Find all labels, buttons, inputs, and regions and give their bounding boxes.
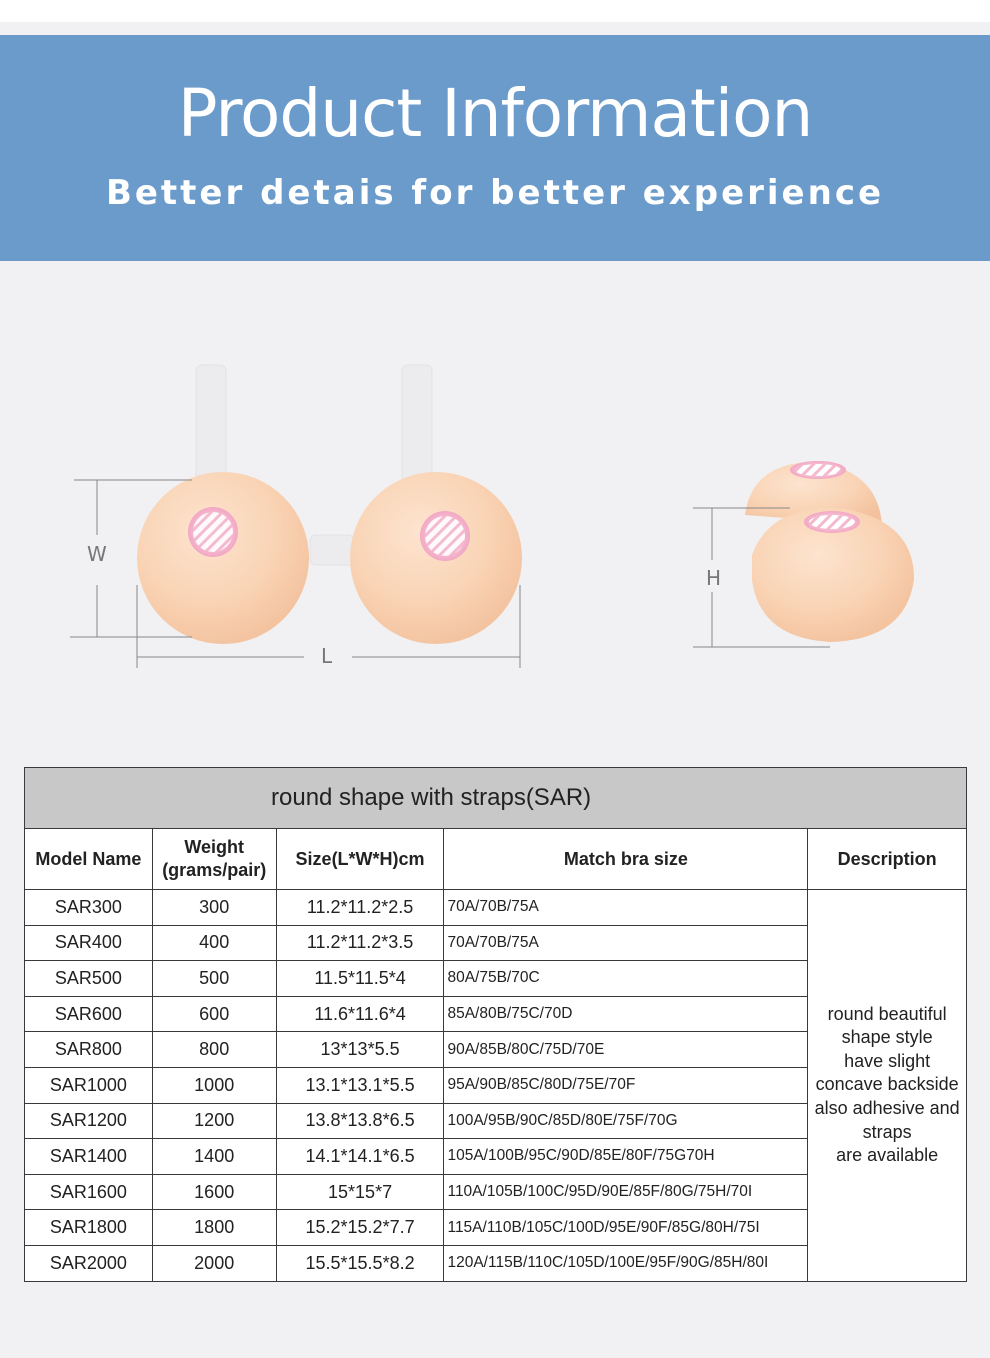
cell-bra-size: 80A/75B/70C — [443, 960, 809, 997]
cell-model: SAR1400 — [24, 1138, 153, 1175]
cell-bra-size: 110A/105B/100C/95D/90E/85F/80G/75H/70I — [443, 1173, 809, 1211]
side-view-forms — [745, 461, 915, 642]
length-label: L — [321, 644, 333, 668]
cell-size: 11.6*11.6*4 — [275, 995, 445, 1033]
cell-weight: 1400 — [151, 1138, 277, 1175]
cell-bra-size: 115A/110B/105C/100D/95E/90F/85G/80H/75I — [443, 1209, 809, 1246]
cell-weight: 1600 — [151, 1173, 277, 1211]
table-row: SAR600 600 11.6*11.6*4 85A/80B/75C/70D — [24, 995, 967, 1033]
cell-model: SAR2000 — [24, 1244, 153, 1282]
cell-weight: 1200 — [151, 1102, 277, 1140]
table-row: SAR300 300 11.2*11.2*2.5 70A/70B/75A round b… — [24, 889, 967, 1282]
cell-weight: 400 — [151, 924, 277, 962]
width-label: W — [87, 542, 107, 566]
spec-table: round shape with straps(SAR) Model Name … — [24, 767, 967, 1282]
front-view-forms — [137, 472, 522, 644]
cell-weight: 1000 — [151, 1066, 277, 1104]
cell-model: SAR800 — [24, 1031, 153, 1068]
banner-subtitle: Better detais for better experience — [105, 173, 885, 213]
description-line: concave backside — [815, 1074, 959, 1095]
description-line: are available — [836, 1145, 939, 1166]
length-dimension — [136, 585, 521, 668]
cell-weight: 2000 — [151, 1244, 277, 1282]
description-line: straps — [862, 1121, 912, 1142]
table-row: SAR1800 1800 15.2*15.2*7.7 115A/110B/105C/1… — [24, 1209, 967, 1246]
header-description: Description — [807, 828, 967, 890]
header-model: Model Name — [24, 828, 153, 890]
table-row: SAR1600 1600 15*15*7 110A/105B/100C/95D/90E… — [24, 1173, 967, 1211]
cell-weight: 800 — [151, 1031, 277, 1068]
cell-model: SAR600 — [24, 995, 153, 1033]
cell-model: SAR1200 — [24, 1102, 153, 1140]
cell-weight: 300 — [151, 889, 277, 926]
table-row: SAR1200 1200 13.8*13.8*6.5 100A/95B/90C/85D… — [24, 1102, 967, 1140]
cell-size: 15.2*15.2*7.7 — [275, 1209, 445, 1246]
cell-bra-size: 100A/95B/90C/85D/80E/75F/70G — [443, 1102, 809, 1140]
cell-size: 13.1*13.1*5.5 — [275, 1066, 445, 1104]
description-line: round beautiful — [827, 1003, 947, 1024]
cell-description: round beautiful shape style have slight con… — [807, 889, 967, 1282]
cell-model: SAR400 — [24, 924, 153, 962]
header-weight: Weight (grams/pair) — [151, 828, 277, 890]
cell-size: 14.1*14.1*6.5 — [275, 1138, 445, 1175]
height-label: H — [706, 566, 722, 590]
cell-bra-size: 70A/70B/75A — [443, 889, 809, 926]
cell-bra-size: 120A/115B/110C/105D/100E/95F/90G/85H/80I — [443, 1244, 809, 1282]
cell-size: 11.2*11.2*3.5 — [275, 924, 445, 962]
cell-weight: 500 — [151, 960, 277, 997]
cell-bra-size: 95A/90B/85C/80D/75E/70F — [443, 1066, 809, 1104]
table-row: SAR400 400 11.2*11.2*3.5 70A/70B/75A — [24, 924, 967, 962]
cell-size: 13*13*5.5 — [275, 1031, 445, 1068]
cell-model: SAR1000 — [24, 1066, 153, 1104]
table-caption-row: round shape with straps(SAR) — [24, 767, 967, 829]
cell-bra-size: 85A/80B/75C/70D — [443, 995, 809, 1033]
header-weight-line1: Weight — [184, 837, 245, 857]
cell-size: 15*15*7 — [275, 1173, 445, 1211]
cell-size: 11.2*11.2*2.5 — [275, 889, 445, 926]
header-weight-line2: (grams/pair) — [162, 860, 267, 880]
cell-model: SAR1800 — [24, 1209, 153, 1246]
cell-weight: 1800 — [151, 1209, 277, 1246]
cell-size: 15.5*15.5*8.2 — [275, 1244, 445, 1282]
table-header-row: Model Name Weight (grams/pair) Size(L*W*… — [24, 828, 967, 890]
banner-title: Product Information — [177, 75, 814, 152]
product-dimension-diagram — [70, 364, 915, 668]
header-size: Size(L*W*H)cm — [275, 828, 445, 890]
table-row: SAR1400 1400 14.1*14.1*6.5 105A/100B/95C/90… — [24, 1138, 967, 1175]
description-line: also adhesive and — [814, 1098, 960, 1119]
top-strip — [0, 0, 990, 22]
table-row: SAR500 500 11.5*11.5*4 80A/75B/70C — [24, 960, 967, 997]
table-row: SAR1000 1000 13.1*13.1*5.5 95A/90B/85C/80D/… — [24, 1066, 967, 1104]
header-bra: Match bra size — [443, 828, 809, 890]
cell-bra-size: 90A/85B/80C/75D/70E — [443, 1031, 809, 1068]
cell-model: SAR500 — [24, 960, 153, 997]
description-line: shape style — [841, 1027, 933, 1048]
cell-size: 13.8*13.8*6.5 — [275, 1102, 445, 1140]
header-banner: Product Information Better detais for be… — [0, 35, 990, 261]
cell-model: SAR300 — [24, 889, 153, 926]
table-row: SAR2000 2000 15.5*15.5*8.2 120A/115B/110C/1… — [24, 1244, 967, 1282]
cell-weight: 600 — [151, 995, 277, 1033]
cell-model: SAR1600 — [24, 1173, 153, 1211]
description-line: have slight — [844, 1050, 931, 1071]
cell-bra-size: 105A/100B/95C/90D/85E/80F/75G70H — [443, 1138, 809, 1175]
cell-bra-size: 70A/70B/75A — [443, 924, 809, 962]
width-dimension — [70, 479, 192, 638]
cell-size: 11.5*11.5*4 — [275, 960, 445, 997]
table-caption: round shape with straps(SAR) — [24, 767, 967, 829]
height-dimension — [693, 507, 830, 648]
clear-straps — [195, 364, 433, 566]
product-illustration: W L H — [0, 280, 990, 750]
